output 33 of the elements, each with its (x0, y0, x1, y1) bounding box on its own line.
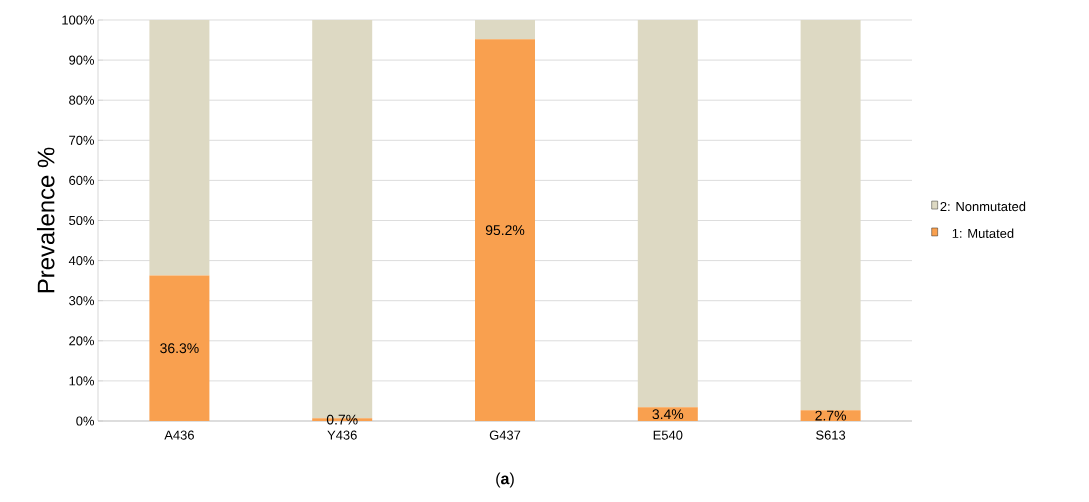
bar (637, 20, 698, 408)
x-tick-label: Y436 (327, 430, 357, 440)
y-tick-label: 90% (69, 55, 95, 65)
bar (800, 20, 861, 411)
data-label: 95.2% (485, 225, 525, 236)
x-tick-label: G437 (489, 430, 521, 440)
bar (637, 407, 698, 421)
data-label: 0.7% (326, 414, 358, 425)
y-tick-label: 50% (69, 215, 95, 226)
y-tick-label: 80% (69, 95, 95, 105)
y-tick-label: 60% (69, 175, 95, 185)
y-axis-title: Prevalence % (36, 147, 55, 293)
legend-label: 1: Mutated (952, 228, 1014, 238)
data-label: 2.7% (815, 410, 846, 421)
bar (800, 410, 861, 421)
x-tick-label: A436 (164, 430, 194, 440)
y-tick-label: 0% (76, 416, 95, 426)
y-tick-label: 30% (69, 296, 95, 306)
data-label: 36.3% (160, 343, 199, 354)
text: (a) (496, 472, 514, 488)
bar (149, 20, 210, 276)
y-tick-label: 70% (69, 135, 95, 145)
y-tick-label: 10% (69, 376, 95, 386)
legend-label: 2: Nonmutated (940, 201, 1026, 212)
bar (475, 39, 535, 421)
y-tick-label: 20% (69, 336, 95, 346)
data-label: 3.4% (652, 409, 684, 420)
y-tick-label: 40% (68, 256, 95, 266)
bar (149, 275, 210, 421)
bar (475, 20, 535, 40)
y-tick-label: 100% (62, 15, 95, 25)
x-tick-label: E540 (653, 430, 683, 440)
x-tick-label: S613 (816, 430, 846, 440)
